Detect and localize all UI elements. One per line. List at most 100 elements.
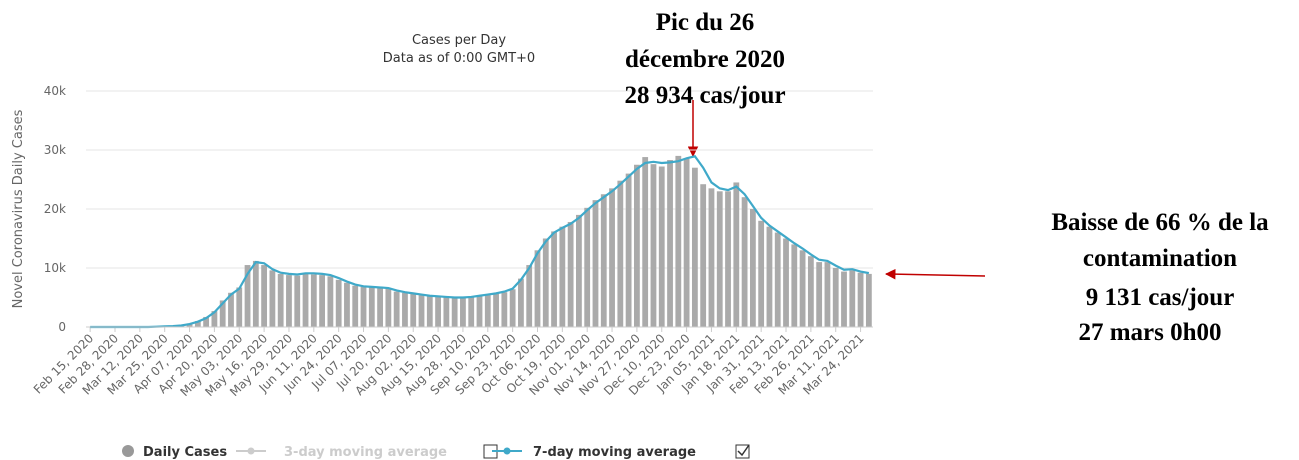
checkbox[interactable]: [735, 444, 750, 459]
annotation: 27 mars 0h00: [1078, 319, 1221, 346]
bar: [634, 164, 640, 327]
chart-title: Cases per Day: [412, 33, 506, 48]
bar: [617, 180, 624, 327]
line: [90, 155, 870, 329]
chart-subtitle: Data as of 0:00 GMT+0: [383, 51, 535, 66]
annotation: Pic du 26: [656, 9, 755, 36]
bar: [783, 238, 789, 327]
bar: [865, 273, 872, 327]
bar: [542, 238, 549, 327]
bar: [691, 167, 698, 327]
bar: [708, 188, 715, 327]
bar: [559, 226, 566, 327]
bar: [807, 256, 814, 327]
bar: [294, 275, 301, 327]
bar: [468, 297, 475, 327]
y-tick-label: 10k: [44, 261, 66, 275]
y-tick-label: 30k: [44, 143, 66, 157]
bar: [791, 244, 798, 327]
bar: [327, 276, 334, 327]
legend-marker: [247, 447, 255, 455]
bar: [501, 292, 508, 327]
annotation: décembre 2020: [625, 46, 785, 73]
y-tick-label: 40k: [44, 84, 66, 98]
bar: [675, 155, 682, 327]
bar: [410, 293, 417, 327]
bar: [335, 279, 342, 327]
bar: [824, 262, 831, 327]
bar: [592, 200, 599, 327]
bar: [493, 293, 499, 327]
bar: [443, 297, 450, 327]
bar: [650, 164, 657, 327]
bar: [576, 214, 582, 327]
bar: [244, 265, 251, 327]
bar: [426, 296, 433, 327]
bar: [799, 250, 806, 327]
bar: [368, 287, 375, 327]
annotation: 28 934 cas/jour: [624, 82, 785, 109]
bar: [418, 295, 425, 327]
bar: [567, 221, 574, 327]
legend-label: 7-day moving average: [533, 445, 696, 460]
bar: [252, 260, 259, 327]
bar: [841, 271, 847, 327]
bar: [352, 285, 359, 327]
y-tick-label: 20k: [44, 202, 66, 216]
annotation: Baisse de 66 % de la: [1051, 209, 1269, 236]
bar: [277, 273, 284, 327]
bar: [393, 291, 400, 327]
bar: [816, 262, 823, 327]
bar: [319, 275, 325, 327]
bar: [766, 226, 773, 327]
bar: [360, 286, 367, 327]
y-axis-label: Novel Coronavirus Daily Cases: [11, 109, 26, 308]
bar: [269, 270, 276, 327]
bar: [625, 173, 632, 327]
legend-marker: [503, 447, 511, 455]
bar: [236, 287, 243, 327]
bar: [849, 270, 856, 327]
bar: [667, 160, 673, 327]
bar: [344, 282, 350, 327]
bar: [518, 278, 524, 327]
bar: [194, 321, 201, 327]
bar: [228, 292, 234, 327]
bar: [683, 158, 690, 327]
bar: [832, 268, 839, 327]
bar: [534, 250, 541, 327]
bar: [774, 232, 781, 327]
bar: [700, 184, 707, 327]
y-tick-label: 0: [58, 320, 66, 334]
bar: [658, 166, 665, 327]
bar: [402, 292, 408, 327]
bar: [476, 296, 483, 327]
bar: [385, 288, 392, 327]
legend-label: Daily Cases: [143, 445, 227, 460]
annotation: contamination: [1083, 245, 1237, 272]
annotation: 9 131 cas/jour: [1086, 284, 1235, 311]
bar: [302, 273, 309, 327]
bar: [741, 197, 748, 327]
legend-marker: [122, 445, 134, 457]
bar: [377, 288, 383, 327]
checkmark: [737, 444, 750, 457]
legend-label: 3-day moving average: [284, 445, 447, 460]
bar: [733, 182, 740, 327]
bar: [460, 298, 466, 327]
bar: [857, 272, 864, 327]
bar: [261, 265, 268, 327]
bar: [286, 275, 292, 327]
bar: [509, 289, 516, 327]
bar: [600, 194, 607, 327]
bar: [551, 231, 557, 327]
bar: [186, 323, 193, 327]
bar: [609, 188, 615, 327]
bar: [749, 209, 756, 327]
bar: [310, 274, 317, 327]
bar: [451, 298, 458, 327]
bar: [526, 265, 533, 327]
bar: [219, 300, 226, 327]
bar: [725, 191, 731, 327]
